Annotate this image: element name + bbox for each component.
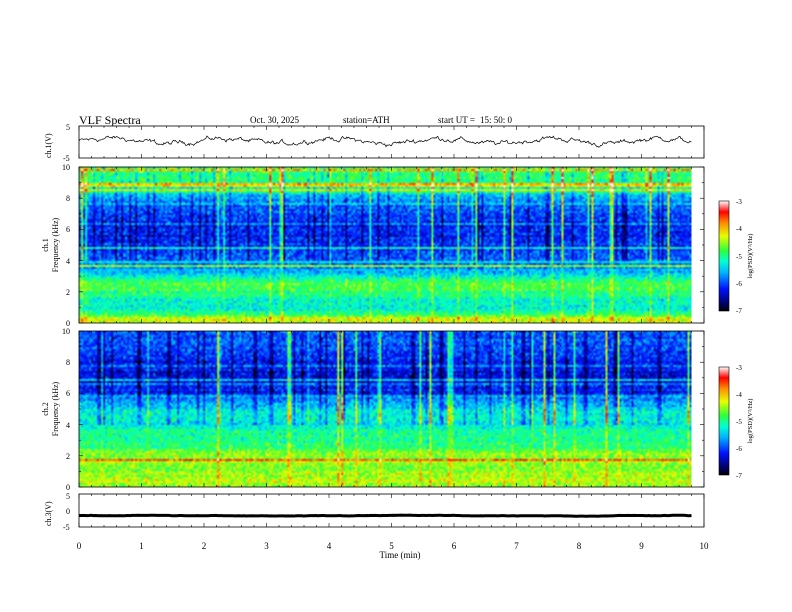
ch1-spectrogram-heatmap: [79, 167, 692, 323]
ch1-spectrogram-ylabel-frequency: Frequency (kHz): [51, 217, 60, 272]
ch3-ytick-top: 5: [66, 492, 70, 501]
station-label: station=ATH: [343, 115, 390, 125]
time-tick-7: 7: [514, 541, 519, 551]
time-tick-2: 2: [202, 541, 207, 551]
time-tick-6: 6: [452, 541, 457, 551]
ch3-voltage-series: [78, 513, 692, 518]
axis-ticks: [78, 126, 705, 527]
time-tick-10: 10: [700, 541, 710, 551]
ch2-spectrogram-panel: 10 8 6 4 2 0 ch.2 Frequency (kHz) -3 -4 …: [41, 327, 754, 492]
time-axis-label: Time (min): [380, 550, 421, 560]
time-tick-5: 5: [389, 541, 394, 551]
ch2-spectrogram-ylabel-frequency: Frequency (kHz): [51, 381, 60, 436]
time-tick-0: 0: [77, 541, 82, 551]
ch2-colorbar-tick-minus3: -3: [736, 364, 742, 372]
ch2-colorbar-label: log(PSD)(V²/Hz): [747, 399, 754, 444]
ch1-colorbar-tick-minus6: -6: [736, 280, 742, 288]
ch2-colorbar-tick-minus4: -4: [736, 391, 742, 399]
ch1-colorbar-tick-minus7: -7: [736, 307, 742, 315]
ch2-ytick-6: 6: [66, 389, 70, 398]
time-tick-9: 9: [639, 541, 644, 551]
ch1-ytick-4: 4: [66, 257, 70, 266]
figure-title: VLF Spectra: [79, 113, 141, 127]
ch1-voltage-series: [78, 135, 692, 148]
time-tick-1: 1: [139, 541, 144, 551]
ch1-ytick-10: 10: [62, 163, 70, 172]
ch3-voltage-frame: [78, 493, 705, 528]
ch1-colorbar-tick-minus3: -3: [736, 198, 742, 206]
ch2-colorbar-tick-minus7: -7: [736, 472, 742, 480]
ch1-ytick-top: 5: [66, 123, 70, 132]
ch2-ytick-8: 8: [66, 358, 70, 367]
start-ut-label: start UT =: [438, 115, 475, 125]
ch2-spectrogram-ylabel-channel: ch.2: [41, 402, 50, 416]
ch1-voltage-panel: 5 -5 ch.1(V): [44, 123, 705, 163]
ch1-ytick-8: 8: [66, 194, 70, 203]
ch1-colorbar-tick-minus4: -4: [736, 225, 742, 233]
ch1-colorbar: [718, 200, 730, 312]
ch3-ytick-bottom: -5: [63, 523, 70, 532]
time-tick-4: 4: [327, 541, 332, 551]
ch1-ytick-6: 6: [66, 225, 70, 234]
ch1-ytick-0: 0: [66, 319, 70, 328]
ch2-ytick-10: 10: [62, 327, 70, 336]
ch2-ytick-2: 2: [66, 452, 70, 461]
ch2-ytick-4: 4: [66, 421, 70, 430]
ch1-ytick-2: 2: [66, 288, 70, 297]
ch1-ytick-bottom: -5: [63, 154, 70, 163]
ch2-colorbar-tick-minus5: -5: [736, 418, 742, 426]
ch1-spectrogram-ylabel-channel: ch.1: [41, 238, 50, 252]
time-tick-3: 3: [264, 541, 269, 551]
ch1-colorbar-label: log(PSD)(V²/Hz): [747, 234, 754, 279]
time-axis: 0 1 2 3 4 5 6 7 8 9 10 Time (min): [77, 541, 709, 560]
ch2-ytick-0: 0: [66, 483, 70, 492]
ch3-voltage-ylabel: ch.3(V): [44, 501, 53, 526]
ch3-ytick-zero: 0: [66, 507, 70, 516]
ch2-spectrogram-heatmap: [79, 331, 692, 487]
ch2-colorbar-tick-minus6: -6: [736, 445, 742, 453]
ch1-spectrogram-panel: 10 8 6 4 2 0 ch.1 Frequency (kHz) -3 -4 …: [41, 163, 754, 328]
ch2-colorbar: [718, 366, 730, 476]
ch1-voltage-ylabel: ch.1(V): [44, 133, 53, 158]
time-tick-8: 8: [577, 541, 582, 551]
date-label: Oct. 30, 2025: [250, 115, 299, 125]
ch3-voltage-panel: 5 0 -5 ch.3(V): [44, 492, 705, 532]
start-time-value: 15: 50: 0: [480, 115, 513, 125]
ch1-voltage-frame: [78, 125, 705, 159]
ch1-colorbar-tick-minus5: -5: [736, 253, 742, 261]
